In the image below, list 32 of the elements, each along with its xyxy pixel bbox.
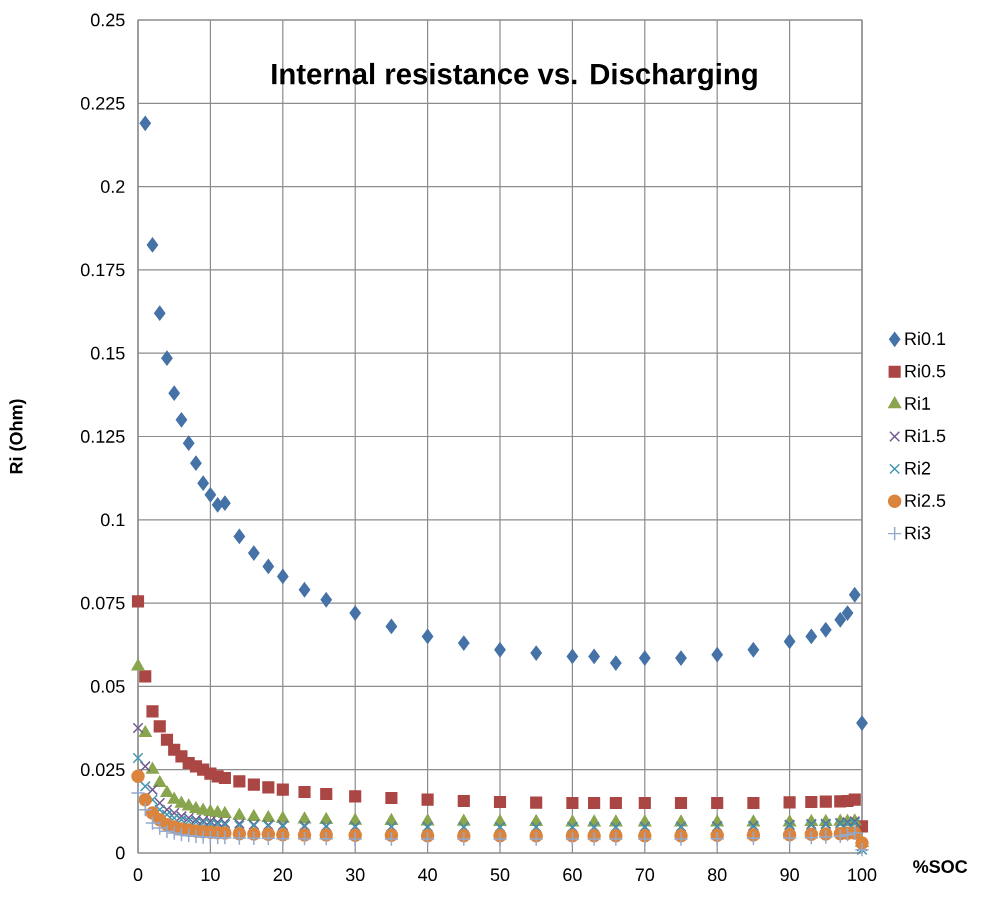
legend-label: Ri0.5 bbox=[905, 364, 946, 378]
y-tick-label: 0.175 bbox=[80, 263, 125, 277]
x-tick-label: 20 bbox=[273, 868, 293, 882]
x-tick-label: 100 bbox=[848, 868, 877, 882]
y-tick-label: 0.15 bbox=[90, 346, 125, 360]
y-tick-label: 0.225 bbox=[80, 96, 125, 110]
legend-label: Ri2 bbox=[905, 461, 931, 475]
legend-label: Ri0.1 bbox=[905, 331, 946, 346]
y-tick-label: 0.2 bbox=[100, 180, 125, 193]
legend-label: Ri1.5 bbox=[905, 428, 946, 443]
x-tick-label: 40 bbox=[418, 868, 437, 882]
legend-label: Ri2.5 bbox=[905, 493, 946, 507]
x-tick-label: 60 bbox=[563, 868, 582, 882]
y-tick-label: 0.125 bbox=[80, 430, 125, 443]
x-tick-label: 50 bbox=[490, 868, 510, 882]
legend-label: Ri1 bbox=[905, 396, 931, 410]
legend-label: Ri3 bbox=[905, 526, 931, 540]
x-tick-label: 10 bbox=[201, 868, 220, 882]
y-tick-label: 0.05 bbox=[90, 680, 125, 693]
y-tick-label: 0 bbox=[115, 846, 125, 860]
y-tick-label: 0.025 bbox=[80, 763, 125, 777]
y-tick-label: 0.075 bbox=[80, 596, 125, 610]
x-tick-label: 70 bbox=[635, 868, 655, 882]
x-axis-title: %SOC bbox=[913, 860, 968, 873]
x-tick-label: 80 bbox=[707, 868, 727, 882]
text: Internal resistance vs. Discharging bbox=[272, 62, 757, 91]
x-tick-label: 90 bbox=[780, 868, 799, 882]
y-axis-title: Ri (Ohm) bbox=[9, 399, 27, 474]
x-tick-label: 30 bbox=[345, 868, 365, 882]
y-tick-label: 0.1 bbox=[100, 513, 125, 527]
x-tick-label: 0 bbox=[133, 868, 143, 882]
y-tick-label: 0.25 bbox=[90, 13, 125, 27]
